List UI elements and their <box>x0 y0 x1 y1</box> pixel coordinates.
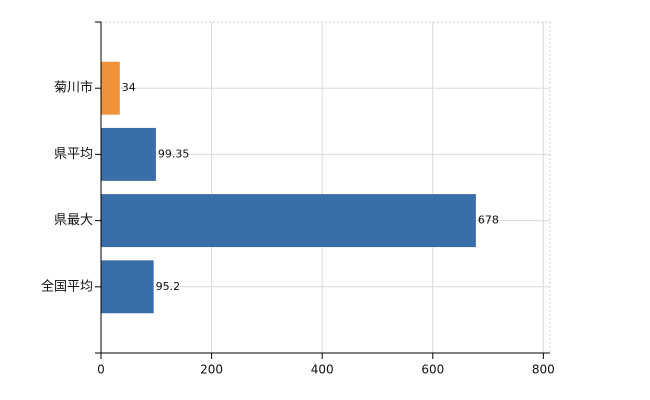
y-tick-label: 県最大 <box>54 213 93 228</box>
x-tick-label: 800 <box>532 363 555 377</box>
x-tick-label: 400 <box>311 363 334 377</box>
x-tick-label: 200 <box>200 363 223 377</box>
bar <box>101 194 476 248</box>
y-tick-label: 全国平均 <box>41 278 93 294</box>
bar <box>101 127 156 181</box>
value-label: 99.35 <box>158 147 190 160</box>
value-label: 95.2 <box>156 280 181 293</box>
bar <box>101 260 154 314</box>
x-tick-label: 600 <box>421 363 444 377</box>
x-tick-label: 0 <box>97 363 105 377</box>
value-label: 34 <box>122 81 136 94</box>
y-tick-label: 菊川市 <box>54 80 93 96</box>
value-label: 678 <box>478 214 499 227</box>
bar <box>101 61 120 115</box>
y-tick-label: 県平均 <box>54 147 93 162</box>
